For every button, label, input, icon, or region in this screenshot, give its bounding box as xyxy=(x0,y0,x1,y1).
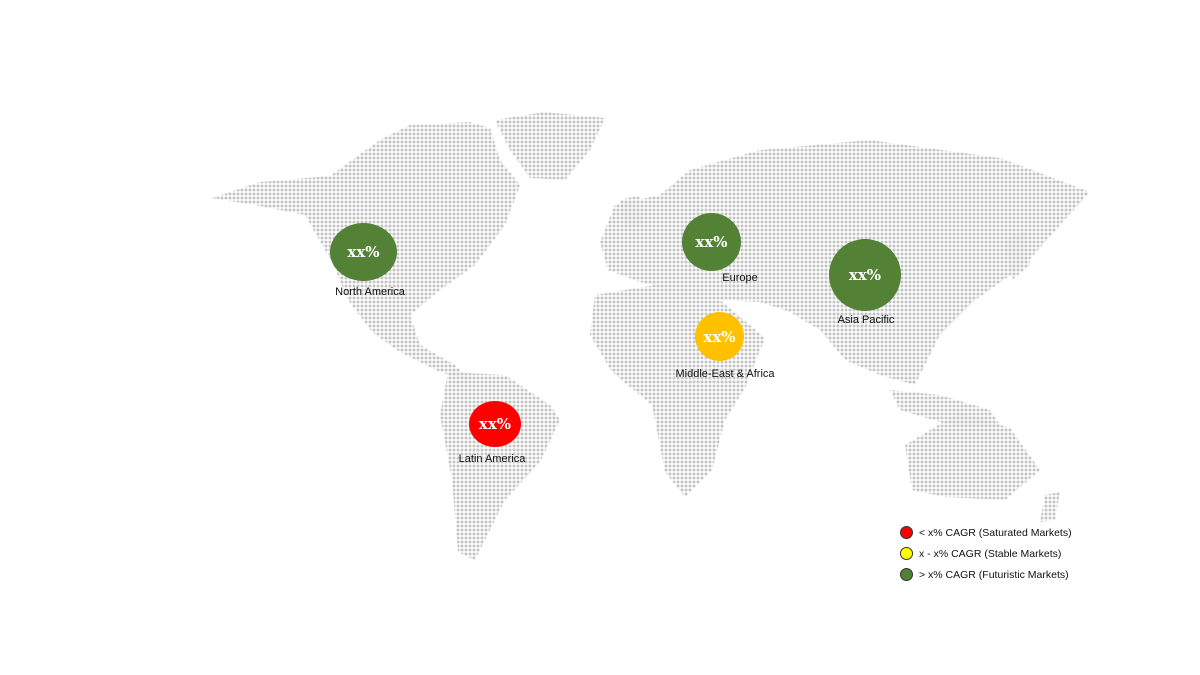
legend-label: > x% CAGR (Futuristic Markets) xyxy=(919,568,1069,581)
japan-landmass xyxy=(1005,230,1030,280)
legend-label: < x% CAGR (Saturated Markets) xyxy=(919,526,1072,539)
greenland-landmass xyxy=(495,112,605,180)
legend-green-dot xyxy=(900,568,913,581)
bubble-latin-america: xx% xyxy=(469,401,521,447)
label-middle-east-africa: Middle-East & Africa xyxy=(675,368,775,380)
legend-item-stable: x - x% CAGR (Stable Markets) xyxy=(900,543,1072,564)
value-north-america: xx% xyxy=(347,243,380,261)
australia-landmass xyxy=(905,412,1040,500)
label-europe: Europe xyxy=(722,272,758,284)
legend-item-saturated: < x% CAGR (Saturated Markets) xyxy=(900,522,1072,543)
value-latin-america: xx% xyxy=(478,415,512,433)
south-america-landmass xyxy=(440,372,560,560)
legend-item-futuristic: > x% CAGR (Futuristic Markets) xyxy=(900,564,1072,585)
label-north-america: North America xyxy=(335,286,405,298)
africa-landmass xyxy=(590,285,765,497)
uk-landmass xyxy=(620,195,642,228)
bubble-europe: xx% xyxy=(682,213,741,271)
label-latin-america: Latin America xyxy=(458,453,526,465)
legend-red-dot xyxy=(900,526,913,539)
value-europe: xx% xyxy=(695,233,728,251)
bubble-asia-pacific: xx% xyxy=(829,239,901,311)
new-zealand-landmass xyxy=(1040,492,1060,522)
bubble-north-america: xx% xyxy=(330,223,397,281)
label-asia-pacific: Asia Pacific xyxy=(837,314,895,326)
legend-yellow-dot xyxy=(900,547,913,560)
value-middle-east-africa: xx% xyxy=(703,327,736,346)
bubble-middle-east-africa: xx% xyxy=(695,312,744,361)
legend-label: x - x% CAGR (Stable Markets) xyxy=(919,547,1062,560)
value-asia-pacific: xx% xyxy=(848,266,882,284)
legend: < x% CAGR (Saturated Markets) x - x% CAG… xyxy=(900,522,1072,585)
